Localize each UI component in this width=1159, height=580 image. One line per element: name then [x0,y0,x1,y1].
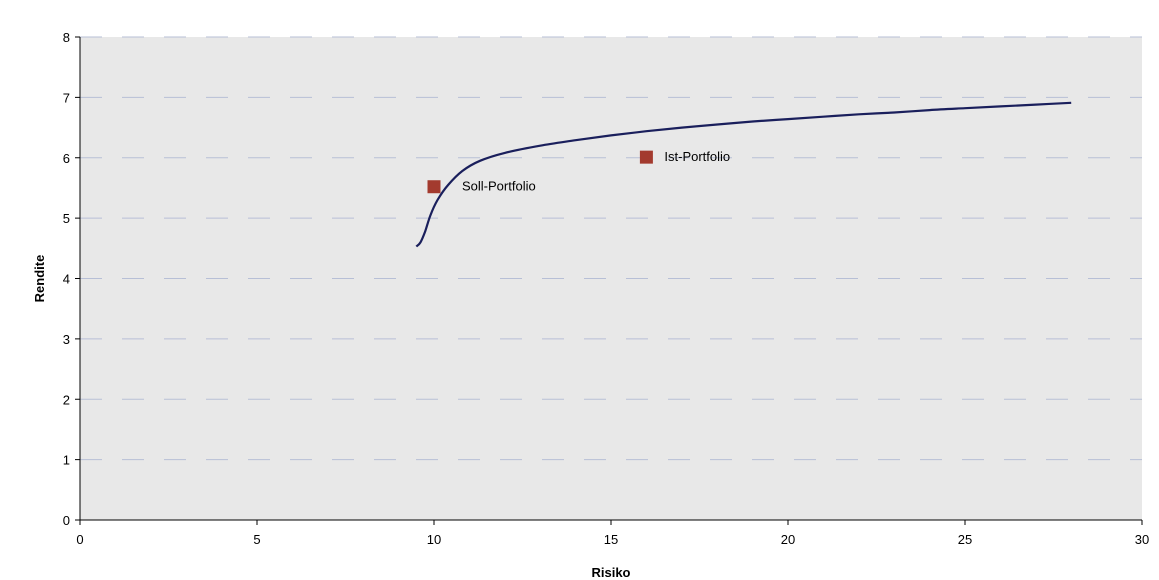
y-tick-label: 8 [63,30,70,45]
ist-portfolio-label: Ist-Portfolio [664,149,730,164]
ist-portfolio-marker [639,150,653,164]
y-tick-label: 2 [63,392,70,407]
portfolio-points: Soll-Portfolio Ist-Portfolio [427,149,730,194]
y-tick-label: 5 [63,211,70,226]
x-tick-label: 5 [253,532,260,547]
x-tick-label: 10 [427,532,441,547]
x-tick-label: 15 [604,532,618,547]
x-axis-title: Risiko [591,565,630,580]
y-tick-label: 4 [63,272,70,287]
x-tick-label: 0 [76,532,83,547]
axes [75,36,1143,525]
soll-portfolio-label: Soll-Portfolio [462,179,536,194]
efficient-frontier-line [415,101,1072,248]
gridlines [80,36,1142,461]
tick-labels: 0 1 2 3 4 5 6 7 8 0 5 10 15 20 25 30 [63,30,1149,547]
y-tick-label: 3 [63,332,70,347]
x-tick-label: 25 [958,532,972,547]
x-tick-label: 30 [1135,532,1149,547]
y-tick-label: 1 [63,453,70,468]
x-tick-label: 20 [781,532,795,547]
y-tick-label: 7 [63,90,70,105]
y-tick-label: 6 [63,151,70,166]
y-axis-title: Rendite [32,255,47,303]
soll-portfolio-marker [427,180,441,194]
y-tick-label: 0 [63,513,70,528]
